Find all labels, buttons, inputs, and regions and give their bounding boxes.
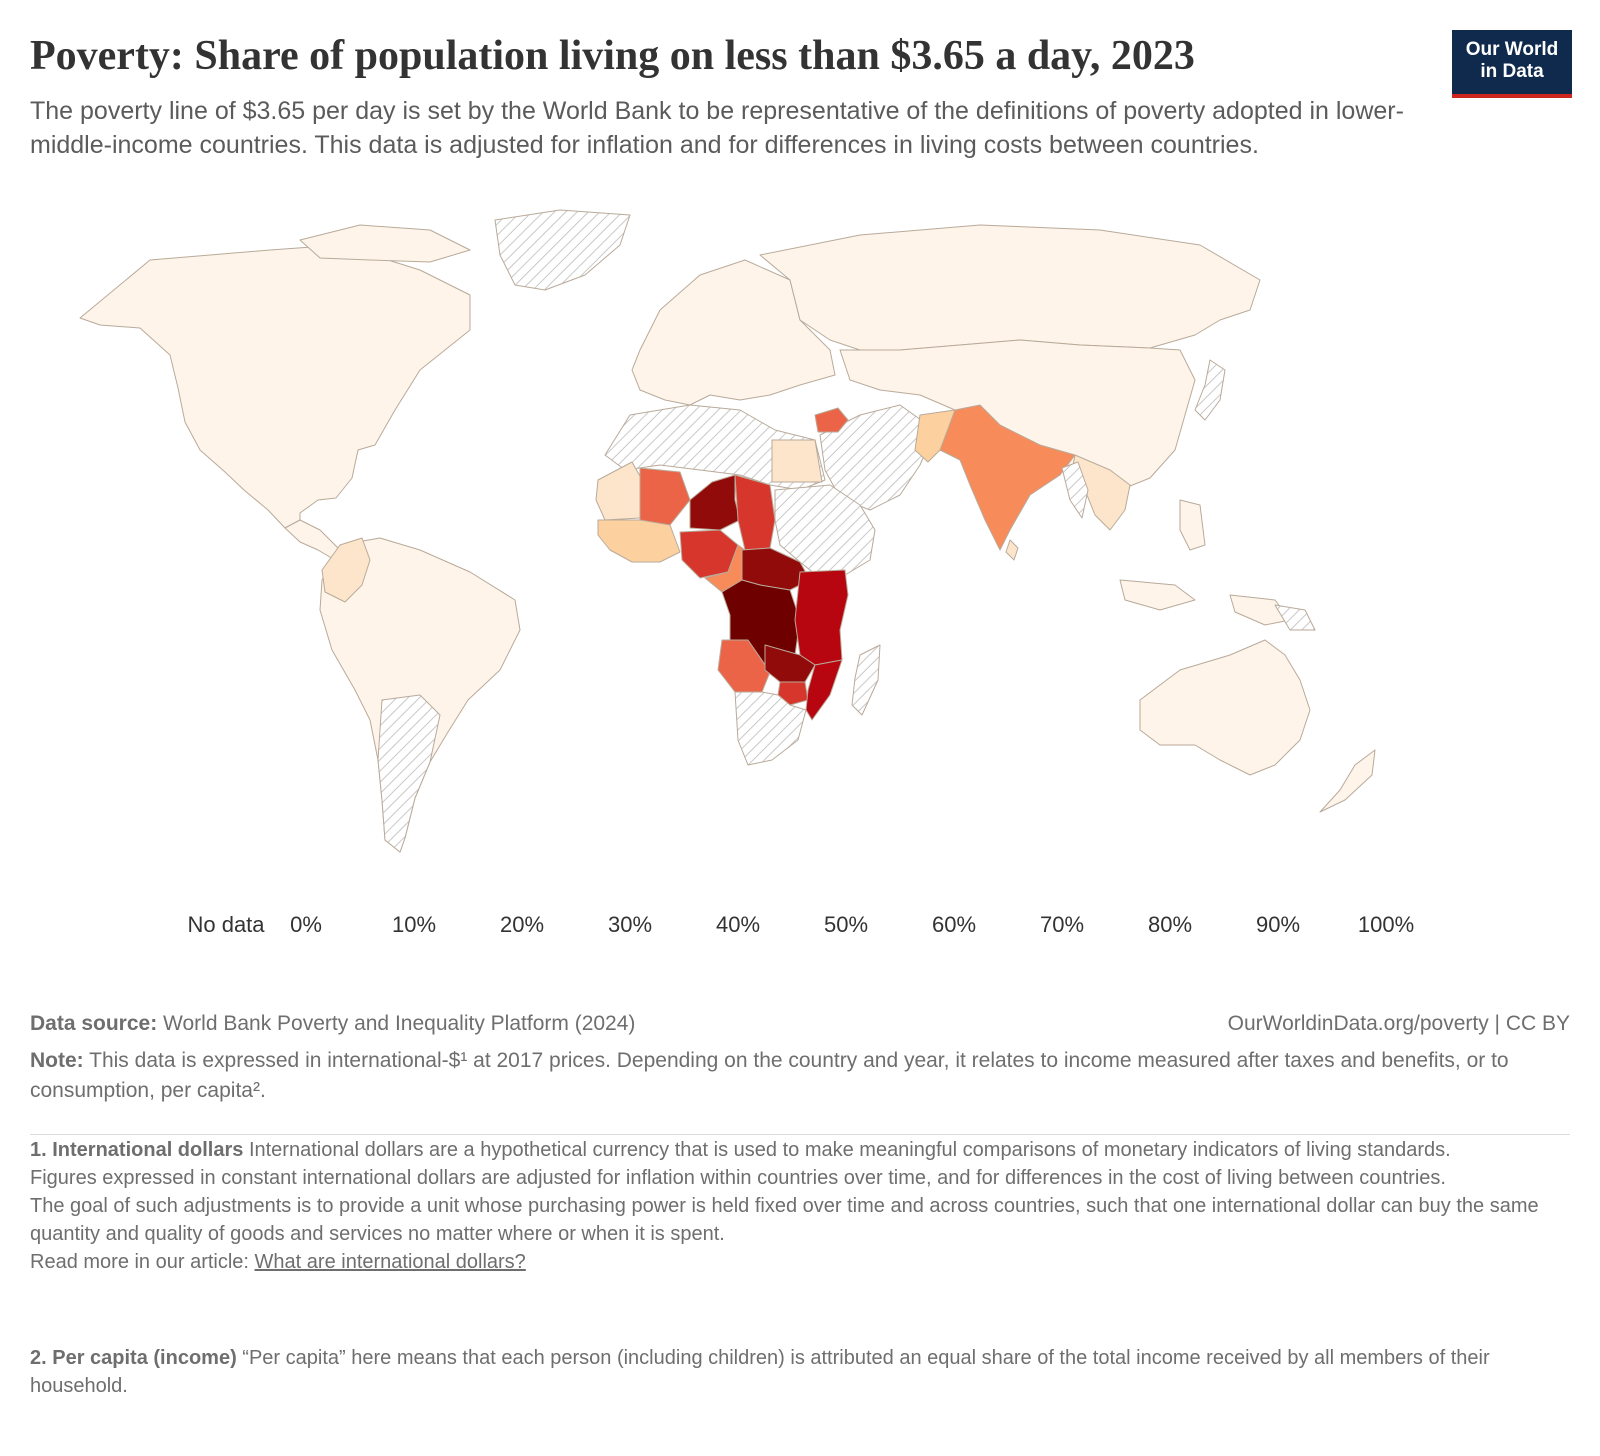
footnote-1-readmore: Read more in our article: bbox=[30, 1251, 255, 1273]
legend-tick-label: 0% bbox=[290, 912, 322, 937]
region-mozambique[interactable] bbox=[805, 659, 843, 721]
footnote-1-paragraph-3: The goal of such adjustments is to provi… bbox=[30, 1195, 1539, 1245]
footnote-1-label: 1. International dollars bbox=[30, 1139, 244, 1161]
region-zimbabwe[interactable] bbox=[777, 681, 809, 706]
data-source-text: World Bank Poverty and Inequality Platfo… bbox=[157, 1012, 636, 1035]
region-central-east-asia[interactable] bbox=[839, 339, 1196, 496]
region-png[interactable] bbox=[1274, 604, 1316, 631]
legend-tick-label: 10% bbox=[391, 912, 437, 937]
legend-tick-label: 20% bbox=[499, 912, 545, 937]
note-label: Note: bbox=[30, 1049, 84, 1072]
legend-tick-label: 100% bbox=[1357, 912, 1415, 937]
footnote-2-text: “Per capita” here means that each person… bbox=[30, 1347, 1490, 1397]
region-west-africa-coast[interactable] bbox=[597, 519, 681, 563]
legend-tick-label: 50% bbox=[823, 912, 869, 937]
source-url[interactable]: OurWorldinData.org/poverty | CC BY bbox=[1227, 1012, 1570, 1035]
region-greenland[interactable] bbox=[494, 209, 631, 291]
note: Note: This data is expressed in internat… bbox=[30, 1046, 1570, 1106]
region-india[interactable] bbox=[939, 404, 1076, 551]
region-madagascar[interactable] bbox=[851, 644, 881, 716]
region-pakistan[interactable] bbox=[914, 409, 956, 463]
region-japan[interactable] bbox=[1194, 359, 1226, 421]
world-map bbox=[79, 209, 1376, 853]
legend-tick-label: 90% bbox=[1255, 912, 1301, 937]
international-dollars-link[interactable]: What are international dollars? bbox=[254, 1251, 526, 1273]
footnote-2-label: 2. Per capita (income) bbox=[30, 1347, 237, 1369]
footnote-1-paragraph-2: Figures expressed in constant internatio… bbox=[30, 1167, 1446, 1189]
region-middle-east[interactable] bbox=[819, 404, 936, 511]
note-text: This data is expressed in international-… bbox=[30, 1049, 1509, 1102]
chart-title: Poverty: Share of population living on l… bbox=[30, 33, 1195, 79]
region-sri-lanka[interactable] bbox=[1005, 539, 1019, 561]
legend-no-data-label: No data bbox=[187, 912, 265, 937]
region-tanzania[interactable] bbox=[794, 569, 849, 666]
legend-tick-label: 80% bbox=[1147, 912, 1193, 937]
region-europe[interactable] bbox=[631, 259, 836, 406]
divider bbox=[30, 1134, 1570, 1135]
footnote-2: 2. Per capita (income) “Per capita” here… bbox=[30, 1344, 1560, 1400]
legend-tick-label: 40% bbox=[715, 912, 761, 937]
region-north-africa[interactable] bbox=[604, 404, 826, 491]
region-north-america[interactable] bbox=[79, 244, 471, 529]
region-russia[interactable] bbox=[759, 224, 1261, 351]
region-southern-africa[interactable] bbox=[734, 691, 807, 766]
region-indonesia[interactable] bbox=[1119, 499, 1291, 626]
region-new-zealand[interactable] bbox=[1319, 749, 1376, 813]
data-source: Data source: World Bank Poverty and Ineq… bbox=[30, 1012, 635, 1036]
region-egypt[interactable] bbox=[771, 439, 823, 483]
region-mali[interactable] bbox=[639, 467, 691, 531]
region-arctic-islands[interactable] bbox=[299, 224, 471, 263]
region-syria[interactable] bbox=[814, 407, 849, 433]
legend-tick-label: 30% bbox=[607, 912, 653, 937]
region-australia[interactable] bbox=[1139, 639, 1311, 776]
region-niger[interactable] bbox=[689, 474, 741, 531]
region-myanmar[interactable] bbox=[1061, 461, 1089, 519]
region-argentina[interactable] bbox=[377, 694, 441, 853]
data-source-label: Data source: bbox=[30, 1012, 158, 1035]
logo-line-2: in Data bbox=[1480, 61, 1544, 82]
footnote-1-text: International dollars are a hypothetical… bbox=[243, 1139, 1451, 1161]
region-colombia[interactable] bbox=[321, 537, 371, 603]
owid-logo[interactable]: Our World in Data bbox=[1452, 30, 1572, 98]
region-mauritania[interactable] bbox=[595, 461, 646, 521]
region-chad[interactable] bbox=[734, 474, 776, 551]
logo-line-1: Our World bbox=[1465, 39, 1559, 60]
footnote-1: 1. International dollars International d… bbox=[30, 1136, 1560, 1276]
legend-tick-label: 70% bbox=[1039, 912, 1085, 937]
chart-subtitle: The poverty line of $3.65 per day is set… bbox=[30, 97, 1404, 159]
legend-tick-label: 60% bbox=[931, 912, 977, 937]
